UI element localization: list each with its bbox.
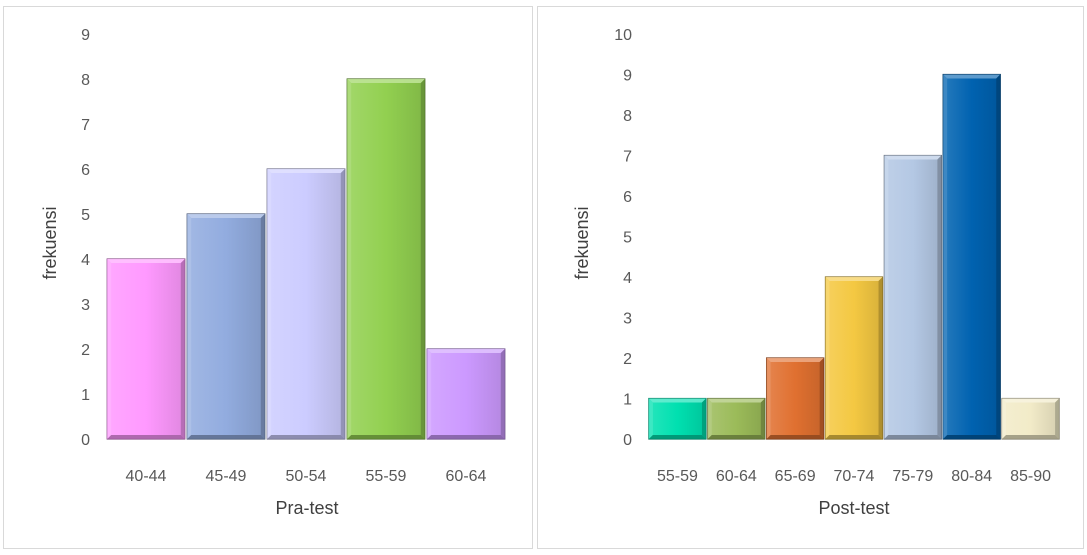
- right-y-tick-label: 0: [623, 432, 632, 449]
- left-y-tick-label: 4: [81, 252, 90, 269]
- right-y-tick-label: 1: [623, 392, 632, 409]
- left-y-tick-label: 9: [81, 27, 90, 44]
- right-y-tick-label: 5: [623, 230, 632, 247]
- posttest-y-ticks: 0 1 2 3 4 5 6 7 8 9 10: [614, 27, 632, 449]
- pretest-chart: 0 1 2 3 4 5 6 7 8 9 40-44 45-49 50-54 55-59 60-64 Pra…: [40, 27, 506, 518]
- right-y-tick-label: 6: [623, 189, 632, 206]
- posttest-chart: 0 1 2 3 4 5 6 7 8 9 10 55-59 60-64 65-69 70-74 75-79 80…: [572, 27, 1060, 518]
- left-x-tick-label: 60-64: [446, 468, 487, 485]
- right-bar-75-79: [883, 154, 943, 440]
- left-x-tick-label: 50-54: [286, 468, 327, 485]
- left-y-tick-label: 6: [81, 162, 90, 179]
- right-x-tick-label: 55-59: [657, 468, 698, 485]
- left-y-tick-label: 1: [81, 387, 90, 404]
- right-bar-85-90: [1001, 397, 1060, 440]
- pretest-x-ticks: 40-44 45-49 50-54 55-59 60-64: [126, 468, 487, 485]
- pretest-x-axis-title: Pra-test: [275, 498, 338, 518]
- right-bar-80-84: [942, 73, 1001, 440]
- right-y-tick-label: 7: [623, 149, 632, 166]
- right-x-tick-label: 80-84: [951, 468, 992, 485]
- left-y-tick-label: 0: [81, 432, 90, 449]
- right-y-tick-label: 4: [623, 270, 632, 287]
- right-bar-70-74: [824, 276, 884, 440]
- left-bar-50-54: [266, 168, 346, 440]
- right-x-tick-label: 60-64: [716, 468, 757, 485]
- right-y-tick-label: 10: [614, 27, 632, 44]
- left-bar-55-59: [346, 78, 426, 440]
- posttest-bars: [648, 73, 1060, 440]
- pretest-bars: [106, 78, 506, 440]
- right-x-tick-label: 85-90: [1010, 468, 1051, 485]
- left-bar-40-44: [106, 258, 186, 440]
- right-bar-65-69: [765, 357, 825, 440]
- left-bar-60-64: [426, 348, 506, 440]
- right-x-tick-label: 75-79: [892, 468, 933, 485]
- pretest-y-ticks: 0 1 2 3 4 5 6 7 8 9: [81, 27, 90, 449]
- right-bar-60-64: [707, 397, 766, 440]
- right-y-tick-label: 2: [623, 351, 632, 368]
- left-y-tick-label: 2: [81, 342, 90, 359]
- posttest-y-axis-title: frekuensi: [572, 206, 592, 279]
- left-y-tick-label: 3: [81, 297, 90, 314]
- left-bar-45-49: [186, 213, 266, 440]
- right-y-tick-label: 8: [623, 108, 632, 125]
- right-y-tick-label: 9: [623, 68, 632, 85]
- left-y-tick-label: 5: [81, 207, 90, 224]
- posttest-chart-panel: 0 1 2 3 4 5 6 7 8 9 10 55-59 60-64 65-69 70-74 75-79 80…: [537, 6, 1084, 549]
- right-x-tick-label: 65-69: [775, 468, 816, 485]
- right-y-tick-label: 3: [623, 311, 632, 328]
- left-x-tick-label: 40-44: [126, 468, 167, 485]
- posttest-x-ticks: 55-59 60-64 65-69 70-74 75-79 80-84 85-90: [657, 468, 1051, 485]
- pretest-y-axis-title: frekuensi: [40, 206, 60, 279]
- left-x-tick-label: 55-59: [366, 468, 407, 485]
- posttest-x-axis-title: Post-test: [818, 498, 889, 518]
- pretest-chart-panel: 0 1 2 3 4 5 6 7 8 9 40-44 45-49 50-54 55-59 60-64 Pra…: [3, 6, 533, 549]
- right-x-tick-label: 70-74: [834, 468, 875, 485]
- left-y-tick-label: 7: [81, 117, 90, 134]
- right-bar-55-59: [648, 397, 707, 440]
- left-x-tick-label: 45-49: [206, 468, 247, 485]
- left-y-tick-label: 8: [81, 72, 90, 89]
